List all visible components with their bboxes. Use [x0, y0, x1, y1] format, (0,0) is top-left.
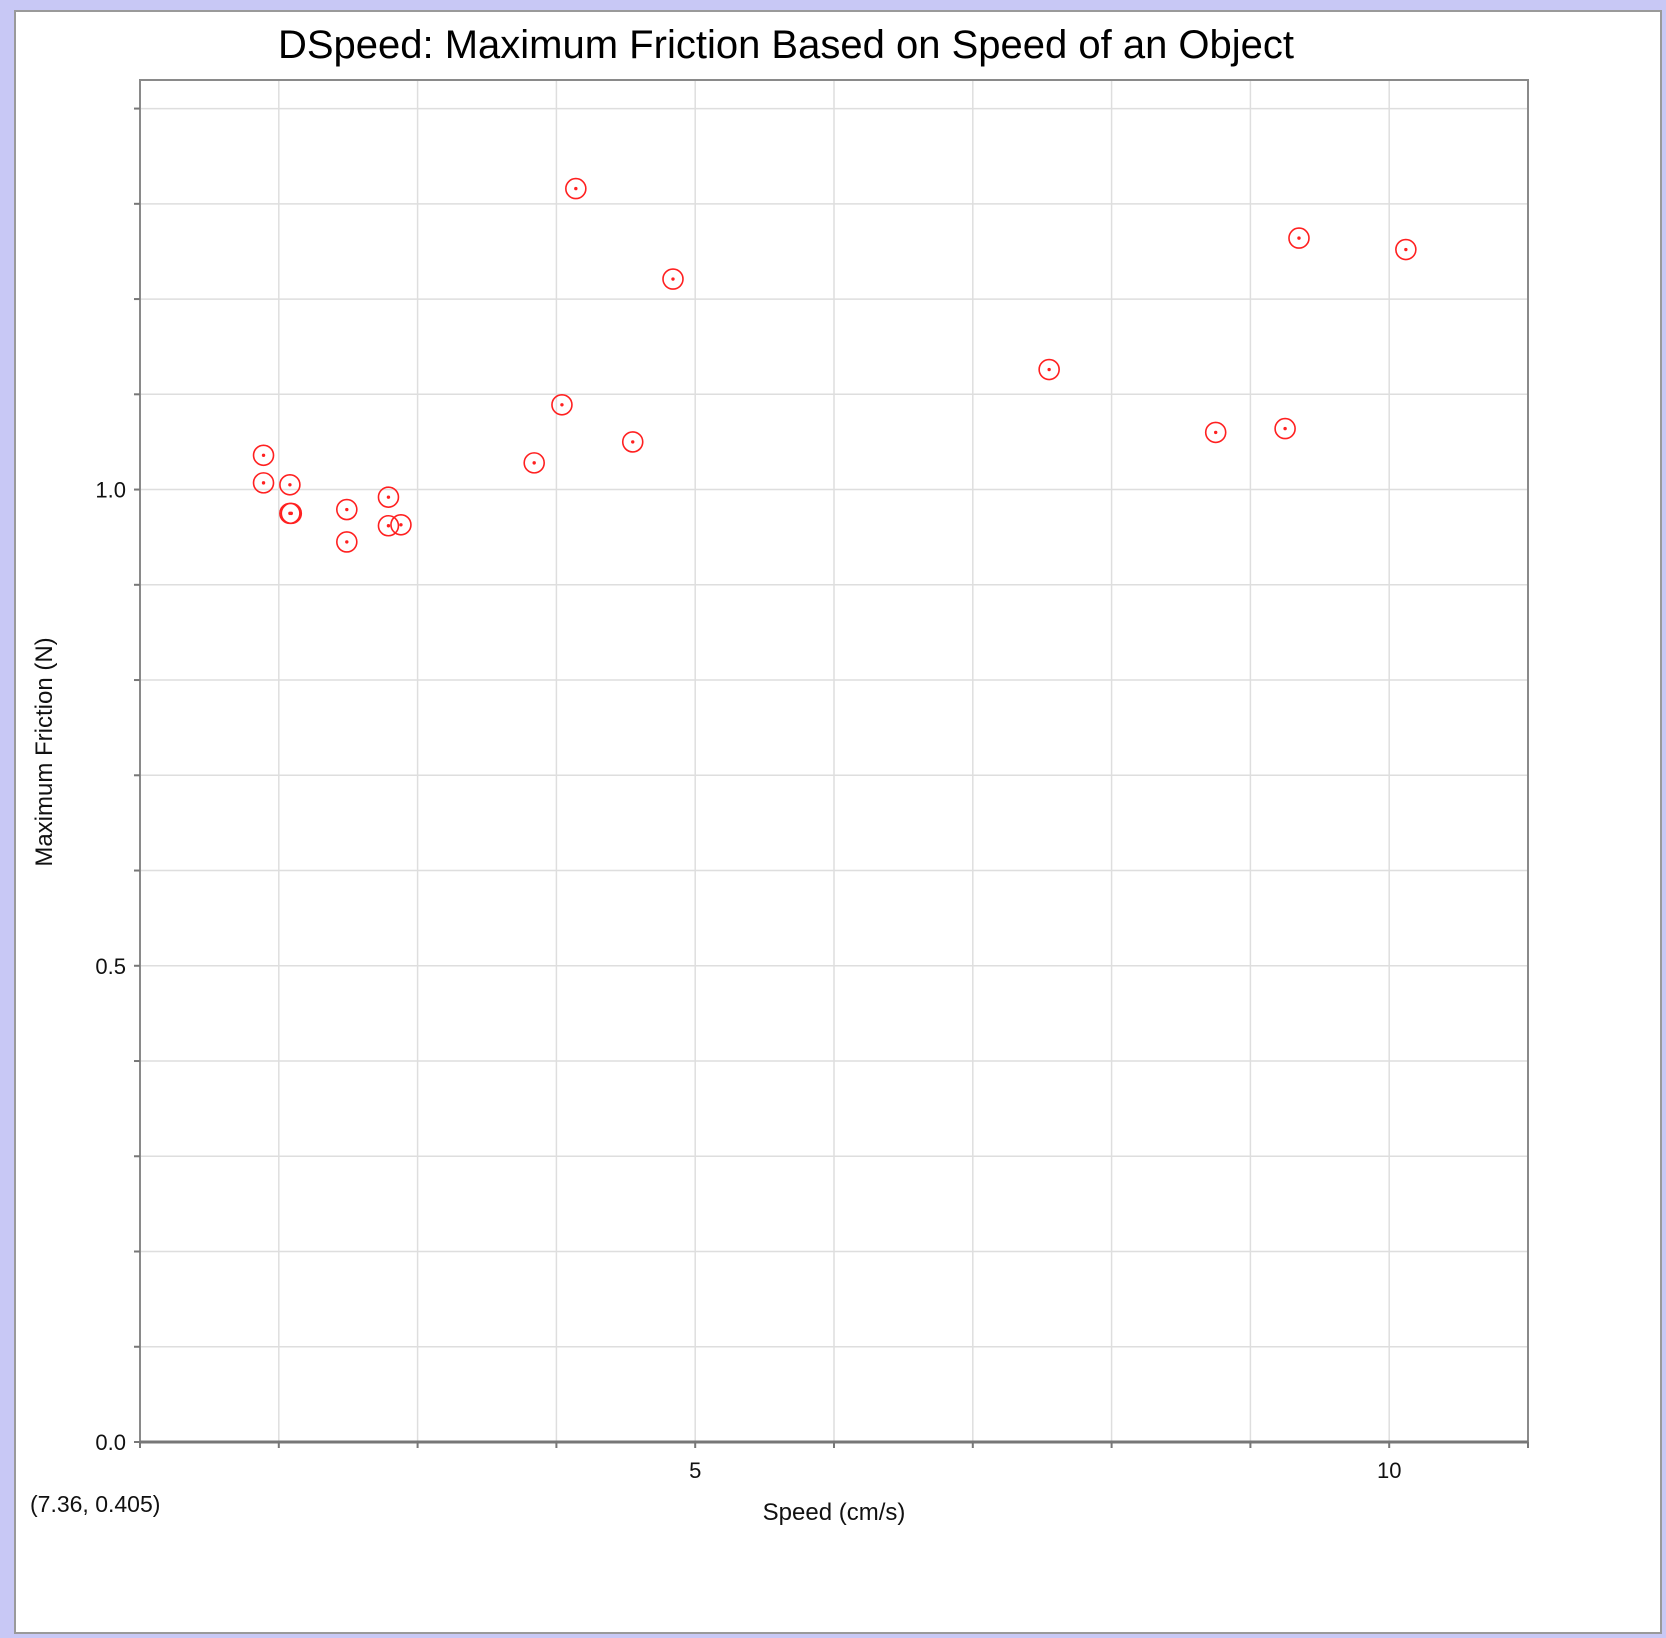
data-point-ring — [377, 514, 400, 537]
data-point-ring — [1274, 417, 1296, 440]
axis-ticks: 5 10 0.0 0.5 1.0 — [95, 107, 1529, 1483]
data-point-ring — [1395, 238, 1417, 261]
data-point-dot — [1214, 430, 1218, 435]
grid-lines — [139, 80, 1529, 1443]
data-point[interactable] — [565, 177, 587, 200]
x-axis-title: Speed (cm/s) — [763, 1499, 906, 1526]
data-point[interactable] — [279, 473, 301, 496]
data-point-dot — [288, 483, 292, 487]
y-tick-label: 0.0 — [95, 1430, 126, 1455]
data-point-ring — [551, 393, 573, 416]
data-point[interactable] — [662, 268, 684, 290]
data-point-ring — [662, 268, 684, 290]
data-point-dot — [1404, 247, 1408, 252]
data-point[interactable] — [523, 452, 545, 474]
y-tick-label: 0.5 — [95, 954, 126, 979]
data-point-dot — [1047, 367, 1051, 372]
data-point-dot — [574, 186, 578, 191]
data-point-ring — [279, 473, 301, 496]
data-point[interactable] — [377, 514, 400, 537]
data-point-dot — [261, 453, 266, 457]
y-axis-title: Maximum Friction (N) — [31, 637, 58, 866]
data-point[interactable] — [1395, 238, 1417, 261]
data-point-ring — [1204, 421, 1227, 444]
data-point-ring — [1038, 358, 1060, 381]
data-point-dot — [261, 481, 266, 485]
data-point-ring — [252, 444, 275, 467]
data-point-ring — [565, 177, 587, 200]
data-point[interactable] — [1274, 417, 1296, 440]
data-point[interactable] — [336, 498, 358, 521]
data-point-ring — [377, 486, 400, 508]
data-point[interactable] — [1038, 358, 1060, 381]
data-point-ring — [252, 472, 275, 494]
data-point-dot — [560, 403, 564, 407]
data-point-dot — [386, 524, 391, 528]
data-point-dot — [345, 540, 349, 544]
data-point-dot — [1283, 426, 1287, 431]
data-point-ring — [280, 502, 303, 525]
chart-title: DSpeed: Maximum Friction Based on Speed … — [278, 23, 1294, 67]
data-point[interactable] — [1204, 421, 1227, 444]
data-point[interactable] — [377, 486, 400, 508]
data-point-ring — [523, 452, 545, 474]
data-point-ring — [390, 513, 412, 536]
cursor-coordinate-readout: (7.36, 0.405) — [30, 1491, 160, 1517]
data-point-ring — [336, 531, 358, 553]
scatter-chart: DSpeed: Maximum Friction Based on Speed … — [30, 23, 1529, 1526]
data-point[interactable] — [621, 431, 644, 453]
data-point-dot — [345, 507, 349, 512]
data-point-dot — [386, 495, 391, 499]
data-point-dot — [631, 440, 635, 444]
data-point[interactable] — [252, 444, 275, 467]
data-point-dot — [289, 511, 293, 516]
data-point[interactable] — [280, 502, 303, 525]
data-point[interactable] — [551, 393, 573, 416]
x-tick-label: 10 — [1377, 1458, 1401, 1483]
data-point-dot — [1297, 236, 1301, 240]
data-point-ring — [621, 431, 644, 453]
data-points — [252, 177, 1417, 553]
data-point[interactable] — [390, 513, 412, 536]
data-point[interactable] — [1288, 227, 1310, 249]
data-point-dot — [671, 277, 675, 281]
y-tick-label: 1.0 — [95, 478, 126, 503]
chart-window: DSpeed: Maximum Friction Based on Speed … — [14, 10, 1662, 1634]
data-point-ring — [1288, 227, 1310, 249]
data-point-ring — [336, 498, 358, 521]
x-tick-label: 5 — [689, 1458, 701, 1483]
data-point-dot — [532, 461, 536, 465]
data-point[interactable] — [252, 472, 275, 494]
data-point-dot — [399, 523, 403, 527]
data-point[interactable] — [336, 531, 358, 553]
